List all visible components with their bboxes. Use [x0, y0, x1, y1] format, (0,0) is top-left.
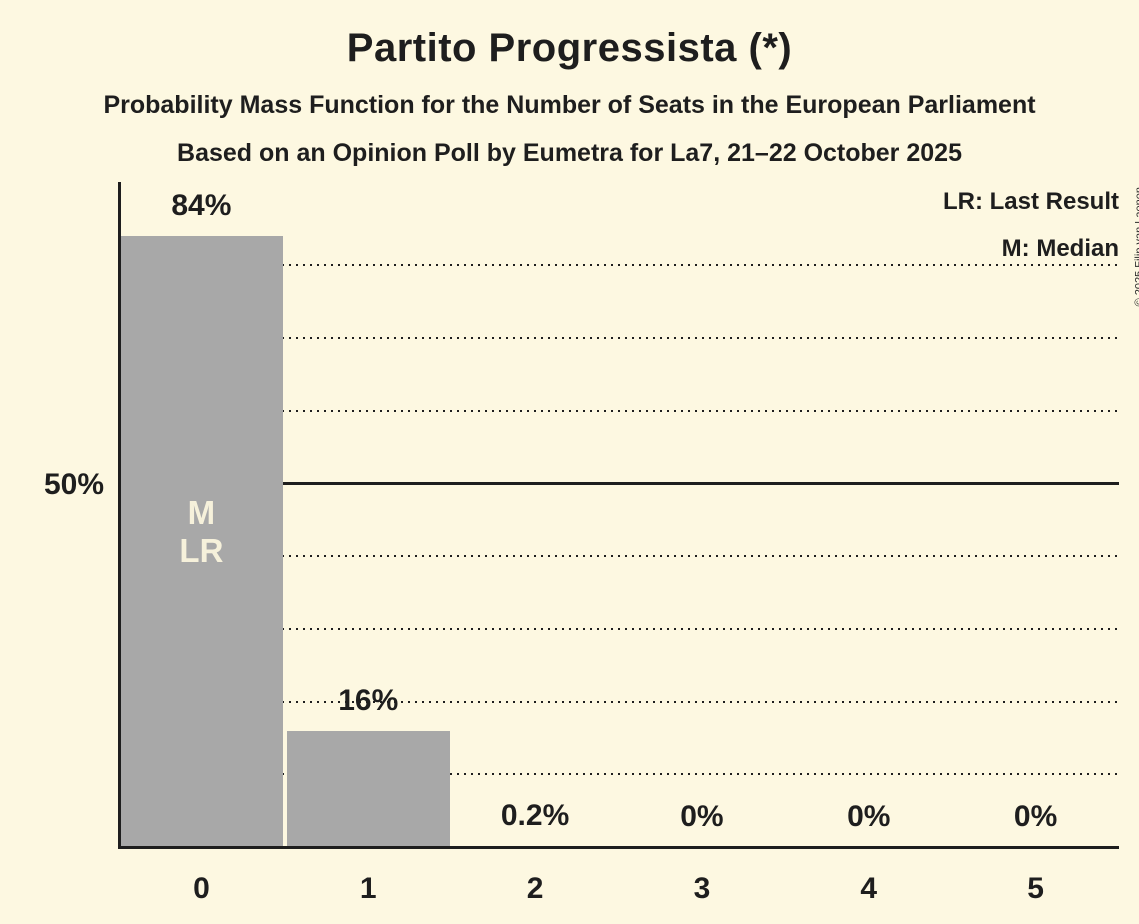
copyright-notice: © 2025 Filip van Laenen: [1133, 187, 1139, 306]
x-tick-0: 0: [193, 872, 210, 905]
gridline-10: [121, 773, 1119, 776]
page-title: Partito Progressista (*): [346, 26, 793, 70]
y-axis: [118, 182, 121, 849]
value-label-seats-3: 0%: [680, 800, 724, 833]
gridline-20: [121, 700, 1119, 703]
value-label-seats-1: 16%: [338, 683, 399, 717]
median-gridline-50: [121, 482, 1119, 485]
x-tick-2: 2: [526, 872, 544, 905]
gridline-60: [121, 409, 1119, 412]
x-tick-5: 5: [1027, 872, 1044, 905]
gridline-30: [121, 627, 1119, 630]
legend-last-result: LR: Last Result: [942, 188, 1119, 215]
y-axis-label-50: 50%: [43, 468, 104, 501]
bar-seats-0: [120, 236, 284, 847]
x-tick-1: 1: [359, 872, 377, 905]
gridline-80: [121, 264, 1119, 267]
chart-source-line: Based on an Opinion Poll by Eumetra for …: [177, 139, 962, 167]
bar-seats-1: [286, 730, 451, 847]
gridline-40: [121, 555, 1119, 558]
bar-annotation-median-last-result: M LR: [179, 494, 224, 569]
value-label-seats-5: 0%: [1013, 800, 1058, 833]
x-axis: [118, 846, 1119, 849]
x-tick-4: 4: [860, 872, 878, 905]
x-tick-3: 3: [693, 872, 711, 905]
value-label-seats-4: 0%: [847, 800, 891, 833]
gridline-70: [121, 337, 1119, 340]
value-label-seats-2: 0.2%: [500, 798, 570, 832]
value-label-seats-0: 84%: [171, 189, 232, 223]
legend-median: M: Median: [1001, 235, 1119, 262]
chart-subtitle: Probability Mass Function for the Number…: [103, 91, 1036, 119]
